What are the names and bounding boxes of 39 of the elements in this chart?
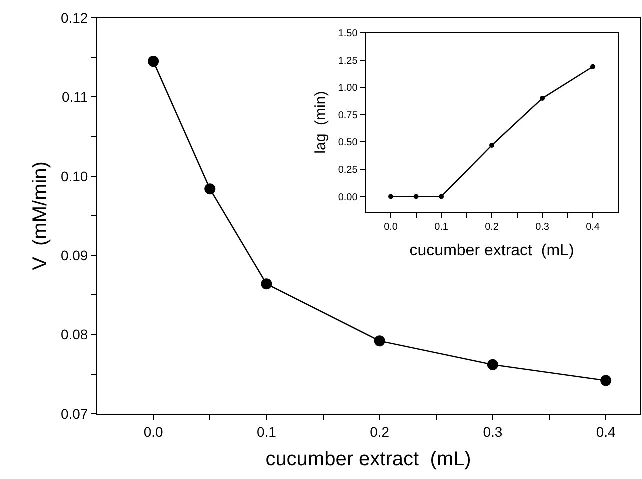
y-tick-label: 1.50	[338, 28, 358, 40]
point	[204, 184, 216, 195]
x-tick-label: 0.3	[483, 424, 503, 440]
x-tick-label: 0.3	[536, 222, 550, 234]
y-tick-label: 0.08	[60, 326, 88, 343]
y-axis-title: lag (min)	[312, 91, 330, 154]
y-tick-label: 0.11	[62, 89, 88, 106]
y-tick-label: 0.12	[60, 10, 88, 26]
x-tick-label: 0.2	[370, 424, 390, 440]
point	[540, 96, 546, 102]
point	[374, 336, 386, 347]
y-tick-label: 0.09	[60, 248, 88, 264]
y-tick-label: 0.00	[338, 192, 358, 204]
x-tick-label: 0.1	[256, 424, 277, 440]
point	[439, 194, 444, 200]
x-axis-title: cucumber extract (mL)	[410, 242, 574, 260]
y-axis-title: V (mM/min)	[29, 162, 52, 270]
point	[487, 359, 498, 370]
point	[600, 375, 612, 386]
y-tick-label: 0.75	[338, 110, 358, 122]
y-tick-label: 1.00	[338, 83, 358, 94]
x-tick-label: 0.0	[144, 424, 164, 440]
x-tick-label: 0.2	[485, 222, 500, 234]
x-tick-label: 0.4	[586, 222, 600, 234]
x-tick-label: 0.0	[384, 222, 398, 234]
y-tick-label: 0.50	[338, 138, 358, 149]
point	[590, 64, 596, 70]
y-tick-label: 0.07	[60, 406, 88, 422]
point	[148, 56, 160, 68]
x-axis-title: cucumber extract (mL)	[266, 448, 472, 470]
point	[261, 278, 272, 290]
point	[490, 142, 495, 148]
point	[388, 194, 394, 200]
y-tick-label: 0.10	[60, 168, 88, 184]
point	[414, 194, 419, 200]
y-tick-label: 1.25	[338, 56, 358, 67]
x-tick-label: 0.4	[596, 424, 616, 440]
y-tick-label: 0.25	[338, 164, 358, 176]
x-tick-label: 0.1	[434, 222, 449, 234]
